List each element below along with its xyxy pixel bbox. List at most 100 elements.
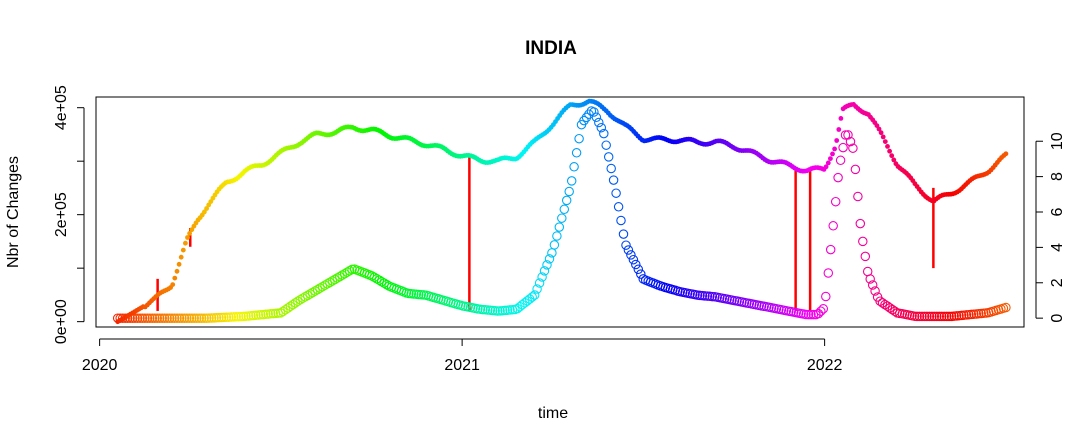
circle-point bbox=[117, 313, 128, 323]
circle-point bbox=[226, 312, 236, 322]
circle-point bbox=[152, 313, 162, 323]
circle-point bbox=[867, 280, 878, 290]
circle-point bbox=[621, 240, 631, 250]
circle-point bbox=[204, 313, 214, 323]
circle-point bbox=[337, 270, 347, 280]
circle-point bbox=[184, 313, 195, 323]
dot-point bbox=[830, 151, 835, 157]
dot-point bbox=[825, 160, 831, 166]
circle-point bbox=[803, 309, 814, 320]
circle-point bbox=[300, 292, 310, 302]
dot-point bbox=[889, 153, 895, 159]
circle-point bbox=[566, 176, 577, 186]
circle-point bbox=[219, 312, 229, 323]
circle-point bbox=[838, 142, 848, 153]
circle-point bbox=[537, 272, 547, 282]
circle-point bbox=[581, 112, 592, 123]
circle-point bbox=[601, 140, 611, 150]
circle-point bbox=[201, 313, 212, 323]
dot-point bbox=[823, 164, 829, 170]
circle-point bbox=[801, 309, 811, 320]
circle-point bbox=[169, 313, 180, 323]
circle-point bbox=[1001, 302, 1011, 313]
circle-point bbox=[631, 259, 641, 270]
circle-point bbox=[828, 221, 838, 231]
circle-point bbox=[298, 293, 308, 303]
plot-border bbox=[95, 96, 1025, 328]
y-right-tick-label: 6 bbox=[1049, 207, 1066, 216]
dot-point bbox=[828, 156, 833, 162]
circle-point bbox=[853, 191, 863, 202]
circle-point bbox=[554, 222, 565, 232]
x-tick-label: 2020 bbox=[82, 357, 118, 374]
circle-point bbox=[145, 313, 155, 323]
circle-point bbox=[233, 311, 244, 322]
circle-point bbox=[379, 278, 389, 288]
circle-point bbox=[369, 272, 380, 283]
circle-point bbox=[618, 229, 629, 239]
circle-point bbox=[132, 313, 143, 323]
y-right-tick-label: 8 bbox=[1049, 172, 1066, 181]
chart-title: INDIA bbox=[525, 38, 577, 59]
circle-point bbox=[542, 260, 552, 270]
circle-point bbox=[288, 299, 298, 310]
circle-point bbox=[561, 195, 572, 206]
circle-point bbox=[823, 268, 834, 278]
circle-point bbox=[559, 204, 570, 215]
circle-point bbox=[549, 240, 560, 250]
y-left-tick-label: 2e+05 bbox=[53, 192, 70, 237]
circle-point bbox=[858, 236, 868, 247]
circle-point bbox=[280, 304, 291, 315]
circle-point bbox=[875, 296, 885, 306]
circle-point bbox=[305, 289, 315, 299]
circle-point bbox=[492, 306, 503, 316]
circle-point bbox=[125, 313, 135, 323]
circle-point bbox=[172, 313, 182, 323]
x-tick-label: 2021 bbox=[444, 357, 480, 374]
circle-point bbox=[636, 269, 646, 279]
circle-point bbox=[821, 291, 831, 302]
circle-point bbox=[159, 313, 170, 323]
circle-point bbox=[813, 308, 824, 319]
circle-point bbox=[830, 196, 841, 207]
circle-point bbox=[927, 311, 937, 322]
circle-point bbox=[332, 273, 343, 283]
x-tick-label: 2022 bbox=[807, 357, 843, 374]
dot-point bbox=[187, 231, 193, 236]
circle-point bbox=[880, 299, 890, 310]
circle-point bbox=[231, 312, 241, 322]
circle-point bbox=[806, 309, 816, 320]
circle-point bbox=[816, 306, 826, 316]
y-right-tick-label: 2 bbox=[1049, 278, 1066, 287]
circle-point bbox=[322, 279, 333, 289]
circle-point bbox=[932, 311, 942, 322]
circle-point bbox=[529, 290, 540, 300]
circle-point bbox=[843, 130, 853, 140]
circle-point bbox=[835, 155, 846, 166]
circle-point bbox=[825, 244, 836, 255]
circle-point bbox=[532, 284, 542, 294]
circle-point bbox=[608, 175, 619, 185]
circle-point bbox=[285, 301, 296, 312]
y-left-axis: 0e+00 2e+05 4e+05 bbox=[53, 85, 85, 344]
circle-point bbox=[374, 275, 385, 285]
circle-point bbox=[571, 148, 582, 158]
x-axis: 2020 2021 2022 bbox=[82, 338, 843, 374]
y-left-tick-label: 4e+05 bbox=[53, 85, 70, 130]
dot-point bbox=[189, 227, 195, 233]
dot-point bbox=[202, 209, 207, 215]
dot-point bbox=[183, 240, 188, 246]
circle-point bbox=[295, 294, 306, 305]
circle-point bbox=[552, 231, 562, 241]
circle-point bbox=[228, 312, 239, 322]
circle-point bbox=[623, 245, 634, 255]
circle-point bbox=[628, 254, 639, 265]
circle-point bbox=[339, 268, 350, 279]
circle-point bbox=[142, 313, 153, 323]
circle-point bbox=[283, 303, 293, 313]
circle-point bbox=[840, 130, 851, 140]
circle-point bbox=[818, 304, 829, 314]
circle-point bbox=[594, 117, 604, 128]
circle-point bbox=[887, 304, 898, 315]
circle-point bbox=[221, 312, 232, 323]
